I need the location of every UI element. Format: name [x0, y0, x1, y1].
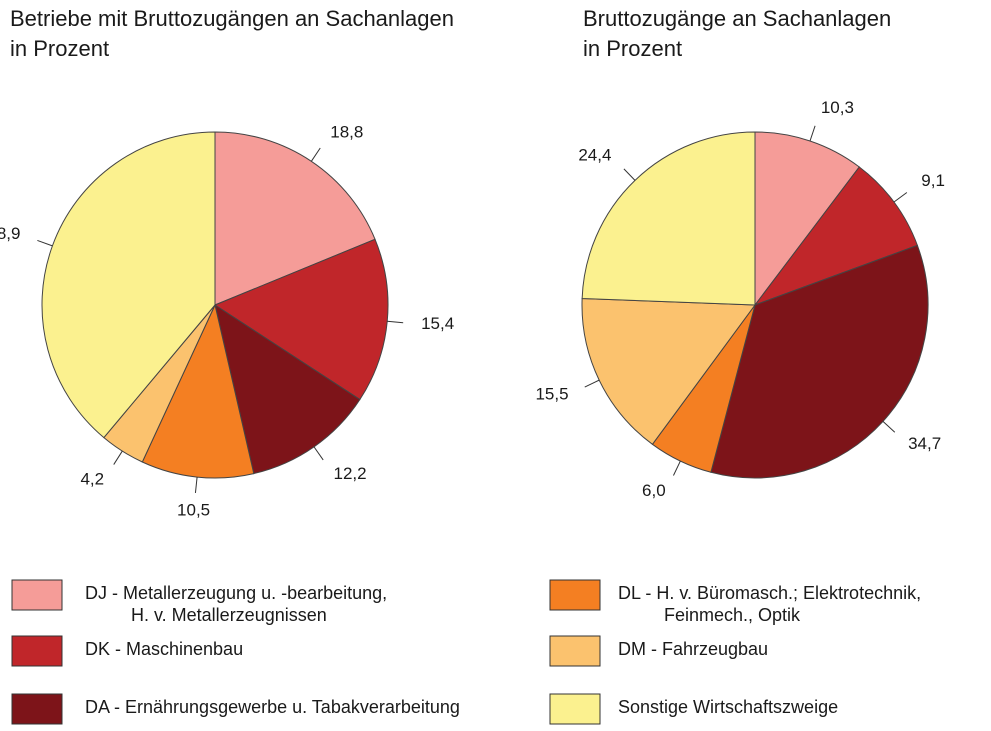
value-label: 12,2	[333, 464, 366, 483]
legend-swatch	[549, 693, 601, 725]
value-label: 15,5	[535, 384, 568, 403]
value-label: 9,1	[921, 171, 945, 190]
leader-line	[37, 239, 53, 247]
legend-label: H. v. Metallerzeugnissen	[131, 605, 327, 625]
leader-line	[310, 147, 321, 162]
leader-line	[623, 168, 636, 181]
leader-line	[113, 450, 123, 465]
value-label: 18,8	[330, 123, 363, 142]
leader-line	[882, 421, 896, 433]
pie-slice	[214, 303, 361, 475]
legend-label: Sonstige Wirtschaftszweige	[618, 697, 838, 717]
chart-title: in Prozent	[583, 36, 682, 61]
pie-slice	[214, 131, 376, 306]
legend-label: DA - Ernährungsgewerbe u. Tabakverarbeit…	[85, 697, 460, 717]
leader-line	[673, 460, 681, 476]
legend-label: DJ - Metallerzeugung u. -bearbeitung,	[85, 583, 387, 603]
legend-swatch	[549, 579, 601, 611]
legend-swatch	[11, 579, 63, 611]
leader-line	[893, 192, 908, 203]
value-label: 24,4	[578, 145, 611, 164]
pie-slice	[581, 131, 756, 306]
leader-line	[387, 320, 404, 324]
pie-slice	[41, 131, 216, 439]
value-label: 4,2	[80, 469, 104, 488]
pie-slice	[581, 297, 756, 446]
value-label: 10,3	[821, 98, 854, 117]
leader-line	[194, 477, 198, 494]
value-label: 6,0	[642, 481, 666, 500]
legend-label: Feinmech., Optik	[664, 605, 801, 625]
legend-swatch	[549, 635, 601, 667]
legend-swatch	[11, 635, 63, 667]
leader-line	[809, 125, 816, 142]
value-label: 10,5	[177, 500, 210, 519]
pie-slice	[710, 244, 929, 479]
value-label: 34,7	[908, 434, 941, 453]
value-label: 15,4	[421, 314, 454, 333]
leader-line	[584, 379, 600, 388]
chart-title: Bruttozugänge an Sachanlagen	[583, 6, 891, 31]
pie-slice	[213, 238, 389, 401]
legend-swatch	[11, 693, 63, 725]
legend-label: DK - Maschinenbau	[85, 639, 243, 659]
chart-title: Betriebe mit Bruttozugängen an Sachanlag…	[10, 6, 454, 31]
leader-line	[313, 446, 324, 461]
legend-label: DM - Fahrzeugbau	[618, 639, 768, 659]
pie-slice	[754, 131, 861, 307]
legend-label: DL - H. v. Büromasch.; Elektrotechnik,	[618, 583, 921, 603]
pie-slice	[753, 166, 919, 307]
chart-title: in Prozent	[10, 36, 109, 61]
pie-slice	[141, 303, 255, 479]
value-label: 38,9	[0, 224, 20, 243]
